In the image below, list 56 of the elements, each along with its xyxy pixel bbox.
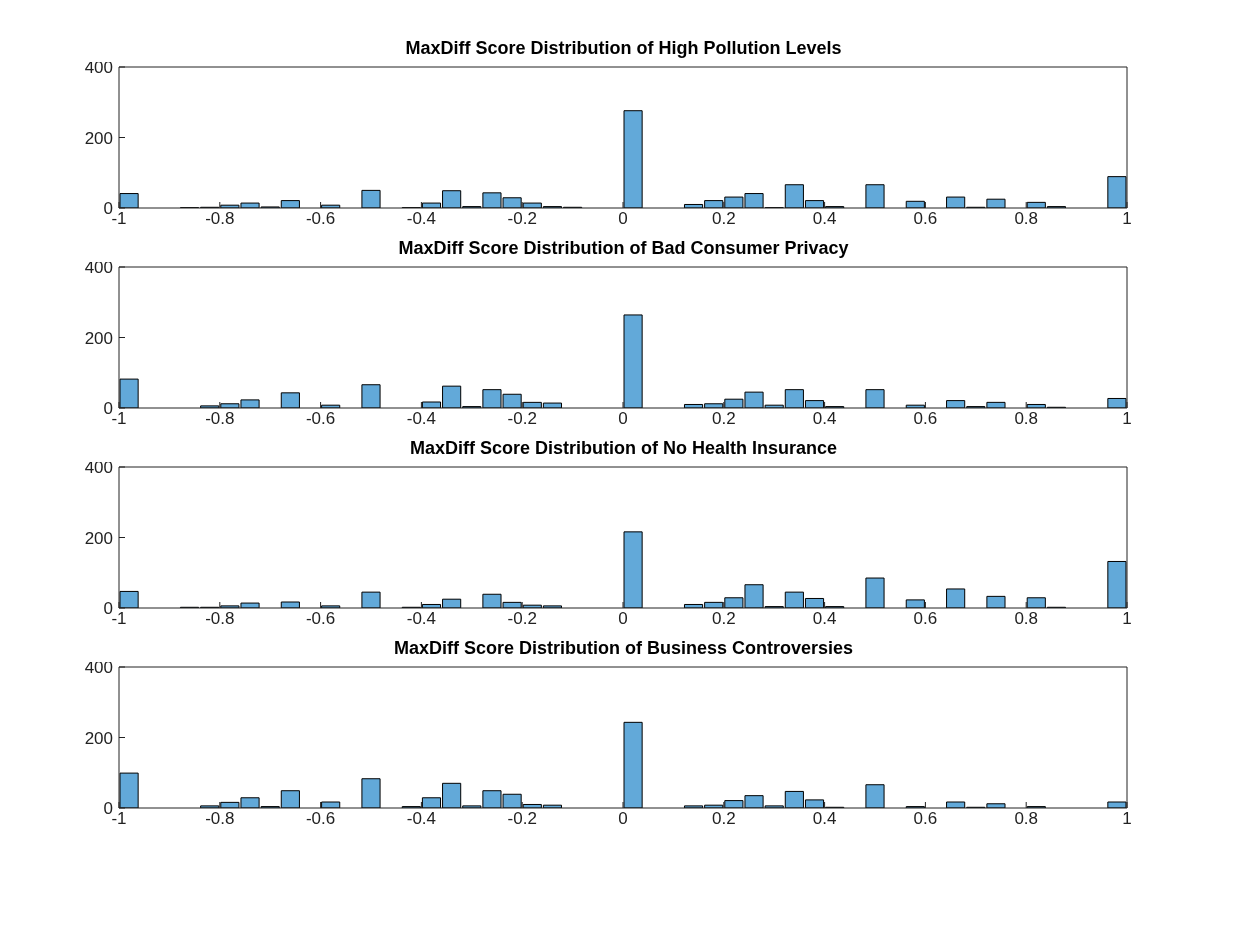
- x-tick-label: 0.8: [1014, 409, 1039, 429]
- x-tick-label: 0.6: [913, 209, 938, 229]
- x-tick-label: -0.4: [406, 209, 437, 229]
- x-tick-label: 0: [618, 809, 628, 829]
- x-tick-label: -0.6: [305, 409, 336, 429]
- y-tick-label: 400: [84, 458, 113, 478]
- x-tick-label: 0.2: [711, 209, 736, 229]
- x-tick-label: -0.2: [507, 409, 537, 429]
- x-tick-label: -0.4: [406, 609, 437, 629]
- x-tick-label: -0.8: [205, 609, 235, 629]
- x-tick-label: -0.2: [507, 809, 537, 829]
- x-tick-label: 0.4: [812, 809, 837, 829]
- x-tick-label: -0.8: [205, 209, 235, 229]
- x-tick-label: 0: [618, 409, 628, 429]
- x-tick-label: 1: [1122, 409, 1132, 429]
- x-tick-label: -1: [111, 609, 127, 629]
- x-tick-label: -0.4: [406, 409, 437, 429]
- y-tick-label: 200: [84, 728, 113, 748]
- x-tick-label: -0.2: [507, 209, 537, 229]
- y-tick-label: 200: [84, 128, 113, 148]
- x-tick-label: -0.6: [305, 809, 336, 829]
- x-tick-label: 0.4: [812, 209, 837, 229]
- y-tick-label: 200: [84, 328, 113, 348]
- x-tick-label: 1: [1122, 609, 1132, 629]
- x-tick-label: 0.4: [812, 609, 837, 629]
- x-tick-label: 0.2: [711, 409, 736, 429]
- x-tick-label: 1: [1122, 809, 1132, 829]
- x-tick-label: -0.8: [205, 809, 235, 829]
- y-tick-label: 400: [84, 58, 113, 78]
- x-tick-label: -0.2: [507, 609, 537, 629]
- x-tick-label: 0.8: [1014, 609, 1039, 629]
- x-tick-label: 0.6: [913, 809, 938, 829]
- x-tick-label: 0: [618, 609, 628, 629]
- x-tick-label: 0.6: [913, 409, 938, 429]
- y-tick-label: 400: [84, 658, 113, 678]
- x-tick-label: -0.6: [305, 609, 336, 629]
- y-tick-label: 400: [84, 258, 113, 278]
- chart-title: MaxDiff Score Distribution of High Pollution Levels: [405, 38, 842, 58]
- x-tick-label: -0.8: [205, 409, 235, 429]
- x-tick-label: -0.4: [406, 809, 437, 829]
- x-tick-label: -1: [111, 409, 127, 429]
- chart-title: MaxDiff Score Distribution of Business Controversies: [393, 638, 854, 658]
- x-tick-label: 0.8: [1014, 209, 1039, 229]
- x-tick-label: 1: [1122, 209, 1132, 229]
- x-tick-label: -1: [111, 209, 127, 229]
- x-tick-label: -1: [111, 809, 127, 829]
- x-tick-label: 0.2: [711, 809, 736, 829]
- x-tick-label: 0: [618, 209, 628, 229]
- x-tick-label: 0.4: [812, 409, 837, 429]
- x-tick-label: -0.6: [305, 209, 336, 229]
- chart-title: MaxDiff Score Distribution of Bad Consumer Privacy: [398, 238, 849, 258]
- y-tick-label: 200: [84, 528, 113, 548]
- x-tick-label: 0.2: [711, 609, 736, 629]
- chart-title: MaxDiff Score Distribution of No Health Insurance: [409, 438, 838, 458]
- x-tick-label: 0.8: [1014, 809, 1039, 829]
- x-tick-label: 0.6: [913, 609, 938, 629]
